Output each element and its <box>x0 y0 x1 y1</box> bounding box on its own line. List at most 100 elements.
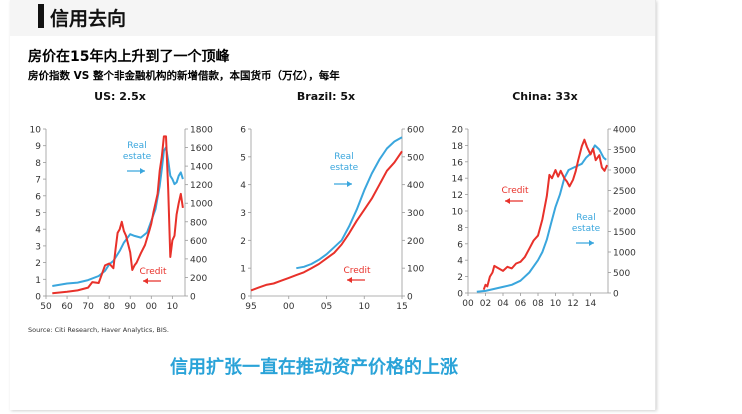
right-tick-label: 500 <box>407 153 424 163</box>
left-tick-label: 1 <box>240 265 246 275</box>
right-tick-label: 800 <box>190 218 207 228</box>
x-tick-label: 00 <box>462 299 474 309</box>
annotation-label: Credit <box>501 186 529 196</box>
left-tick-label: 10 <box>452 208 464 218</box>
x-tick-label: 90 <box>125 302 137 312</box>
annotation-label: Credit <box>139 267 167 277</box>
annotation-label: Credit <box>343 266 371 276</box>
x-tick-label: 10 <box>167 302 179 312</box>
series-line-real-estate <box>296 136 403 270</box>
right-tick-label: 1800 <box>190 126 213 136</box>
right-tick-label: 4000 <box>613 126 636 136</box>
annotation-arrow-head <box>143 278 148 284</box>
right-tick-label: 1000 <box>190 200 213 210</box>
left-tick-label: 1 <box>35 276 41 286</box>
x-tick-label: 04 <box>497 299 509 309</box>
left-tick-label: 6 <box>35 192 41 202</box>
left-tick-label: 7 <box>35 176 41 186</box>
chart-title: Brazil: 5x <box>297 90 355 103</box>
left-tick-label: 9 <box>35 142 41 152</box>
left-tick-label: 5 <box>35 209 41 219</box>
x-tick-label: 15 <box>396 302 407 312</box>
right-tick-label: 600 <box>190 237 207 247</box>
annotation-arrow-head <box>347 277 352 283</box>
x-tick-label: 95 <box>245 302 256 312</box>
left-tick-label: 10 <box>30 126 42 136</box>
x-tick-label: 08 <box>532 299 544 309</box>
annotation-label: estate <box>123 152 152 162</box>
left-tick-label: 12 <box>452 191 463 201</box>
left-tick-label: 5 <box>240 153 246 163</box>
x-tick-label: 50 <box>40 302 52 312</box>
slide-panel: 信用去向 房价在15年内上升到了一个顶峰 房价指数 VS 整个非金融机构的新增借… <box>10 0 656 410</box>
chart-title: US: 2.5x <box>94 90 146 103</box>
series-line-credit <box>52 135 184 295</box>
bottom-caption: 信用扩张一直在推动资产价格的上涨 <box>170 357 458 378</box>
annotation-arrow-head <box>505 198 510 204</box>
annotation-label: Real <box>127 141 146 151</box>
left-tick-label: 0 <box>457 290 463 300</box>
series-line-real-estate <box>52 146 184 287</box>
right-tick-label: 3500 <box>613 146 636 156</box>
left-tick-label: 18 <box>452 142 464 152</box>
left-tick-label: 2 <box>240 237 246 247</box>
left-tick-label: 6 <box>457 240 463 250</box>
annotation-label: Real <box>576 213 595 223</box>
right-tick-label: 3000 <box>613 167 636 177</box>
right-tick-label: 0 <box>190 293 196 303</box>
left-tick-label: 0 <box>35 293 41 303</box>
right-tick-label: 1200 <box>190 181 213 191</box>
x-tick-label: 70 <box>82 302 94 312</box>
left-tick-label: 2 <box>35 259 41 269</box>
series-line-credit <box>250 150 403 292</box>
left-tick-label: 20 <box>452 126 464 136</box>
annotation-label: estate <box>330 163 359 173</box>
chart-3: China: 33x201816141210864204000350030002… <box>452 90 637 309</box>
x-tick-label: 00 <box>146 302 158 312</box>
annotation-label: Real <box>334 152 353 162</box>
x-tick-label: 05 <box>321 302 332 312</box>
header-band <box>10 0 655 36</box>
slide-subtitle: 房价在15年内上升到了一个顶峰 <box>28 49 230 65</box>
left-tick-label: 2 <box>457 273 463 283</box>
annotation-arrow-head <box>140 168 145 174</box>
left-tick-label: 6 <box>240 126 246 136</box>
right-tick-label: 400 <box>407 181 424 191</box>
x-tick-label: 00 <box>283 302 295 312</box>
right-tick-label: 1600 <box>190 144 213 154</box>
left-tick-label: 8 <box>35 159 41 169</box>
title-accent-bar <box>38 4 44 28</box>
annotation-arrow-head <box>347 181 352 187</box>
left-tick-label: 3 <box>35 242 41 252</box>
left-tick-label: 4 <box>35 226 41 236</box>
right-tick-label: 0 <box>407 293 413 303</box>
left-tick-label: 0 <box>240 293 246 303</box>
left-tick-label: 8 <box>457 224 463 234</box>
right-tick-label: 1500 <box>613 228 636 238</box>
right-tick-label: 2000 <box>613 208 636 218</box>
annotation-label: estate <box>572 224 601 234</box>
page-title: 信用去向 <box>50 8 127 30</box>
x-tick-label: 60 <box>61 302 73 312</box>
x-tick-label: 10 <box>359 302 371 312</box>
x-tick-label: 14 <box>585 299 597 309</box>
source-note: Source: Citi Research, Haver Analytics, … <box>28 326 169 334</box>
x-tick-label: 10 <box>550 299 562 309</box>
left-tick-label: 4 <box>240 181 246 191</box>
chart-description: 房价指数 VS 整个非金融机构的新增借款，本国货币（万亿），每年 <box>28 70 340 82</box>
x-tick-label: 02 <box>480 299 491 309</box>
right-tick-label: 300 <box>407 209 424 219</box>
chart-title: China: 33x <box>512 90 578 103</box>
right-tick-label: 1000 <box>613 249 636 259</box>
x-tick-label: 80 <box>103 302 115 312</box>
right-tick-label: 500 <box>613 269 630 279</box>
right-tick-label: 600 <box>407 126 424 136</box>
right-tick-label: 2500 <box>613 187 636 197</box>
right-tick-label: 400 <box>190 255 207 265</box>
right-tick-label: 200 <box>190 274 207 284</box>
right-tick-label: 100 <box>407 265 424 275</box>
right-tick-label: 0 <box>613 290 619 300</box>
left-tick-label: 3 <box>240 209 246 219</box>
